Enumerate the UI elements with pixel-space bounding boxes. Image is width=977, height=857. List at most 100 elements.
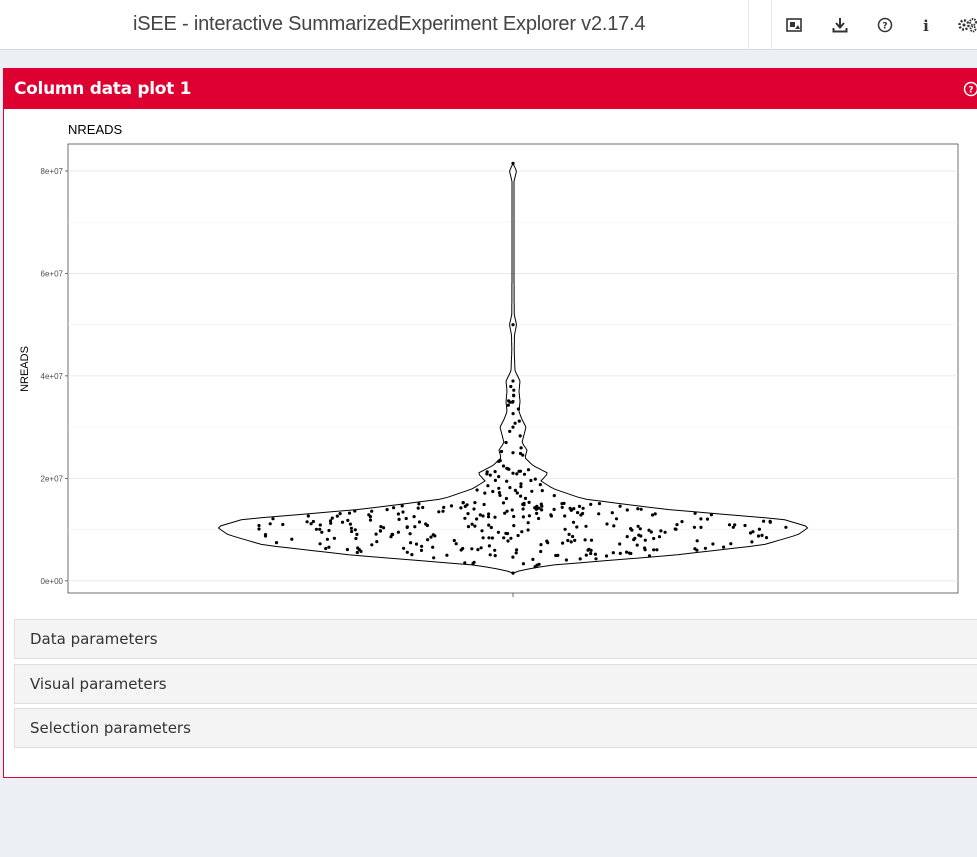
data-point [437,510,441,514]
data-point [513,421,517,425]
data-point [281,522,285,527]
export-image-button[interactable] [772,0,816,50]
data-point [332,536,336,540]
data-point [589,551,593,556]
data-point [680,520,684,524]
data-point [485,470,489,474]
data-point [318,523,322,527]
data-point [324,546,328,551]
data-point [569,540,573,544]
data-point [503,511,507,515]
data-point [290,537,294,541]
data-point [561,541,565,545]
data-point [493,470,497,474]
data-point [605,522,609,526]
selection-parameters-section[interactable]: Selection parameters [14,708,977,748]
data-point [586,548,590,552]
data-point [584,524,588,528]
data-point [575,525,579,529]
y-tick-label: 6e+07 [41,269,64,278]
data-point [515,472,519,476]
data-point [743,523,747,528]
data-point [518,434,522,438]
data-point [618,504,622,508]
data-point [486,484,490,488]
data-point [563,527,567,531]
question-circle-icon: ? [877,17,893,33]
data-point [487,523,491,527]
data-point [571,534,575,539]
data-point [511,471,515,475]
data-point [521,562,526,566]
data-point [498,459,502,463]
data-point [750,540,754,544]
data-point [359,549,363,553]
data-point [522,503,526,507]
data-point [511,555,515,559]
data-point [314,527,318,531]
data-point [271,517,275,521]
data-point [647,528,651,532]
data-point [545,539,549,543]
data-point [512,394,516,398]
data-point [370,543,374,547]
data-point [625,550,629,554]
data-point [573,538,577,542]
data-point [639,534,643,538]
data-point [639,507,643,511]
data-point [497,475,501,479]
data-point [535,563,539,567]
data-point [305,520,309,524]
data-point [354,536,358,541]
data-point [488,553,492,557]
data-point [338,512,342,516]
data-point [400,504,404,508]
data-point [505,466,509,470]
violin-plot[interactable]: NREADS NREADS 0e+00 2e+07 4e+07 6e+07 8e+07 [4,69,977,609]
data-point [355,550,359,555]
data-point [349,526,353,530]
data-point [470,522,474,526]
data-point [520,530,524,534]
data-point [379,525,383,529]
data-point [549,514,554,518]
data-point [309,522,313,526]
data-point [509,536,513,540]
data-point [483,491,487,495]
data-point [401,510,405,514]
data-point [347,511,352,515]
svg-text:?: ? [882,22,887,32]
help-tour-button[interactable]: ? [863,0,907,50]
data-point [521,453,525,457]
data-point [655,548,659,552]
data-point [567,532,571,536]
data-point [504,531,508,535]
data-point [345,547,349,552]
data-point [257,523,261,528]
data-point [405,525,409,529]
data-point [577,504,582,508]
panel-help-icon[interactable]: ? [963,81,977,97]
data-point [693,511,697,515]
data-point [576,511,580,515]
data-point [350,529,354,534]
data-point [508,486,512,490]
data-point [472,507,476,511]
data-point [320,530,324,534]
settings-button[interactable] [946,0,977,50]
session-info-button[interactable]: i [904,0,948,50]
data-point [643,538,647,542]
data-point [480,529,484,533]
data-point [493,515,497,519]
data-point [519,485,523,489]
svg-text:i: i [923,17,929,33]
data-point [722,545,726,549]
data-point [589,538,594,542]
data-parameters-section[interactable]: Data parameters [14,619,977,659]
data-point [504,496,508,501]
data-point [535,511,539,515]
download-button[interactable] [818,0,862,50]
data-point [516,407,521,411]
data-point [408,532,412,536]
visual-parameters-section[interactable]: Visual parameters [14,664,977,704]
